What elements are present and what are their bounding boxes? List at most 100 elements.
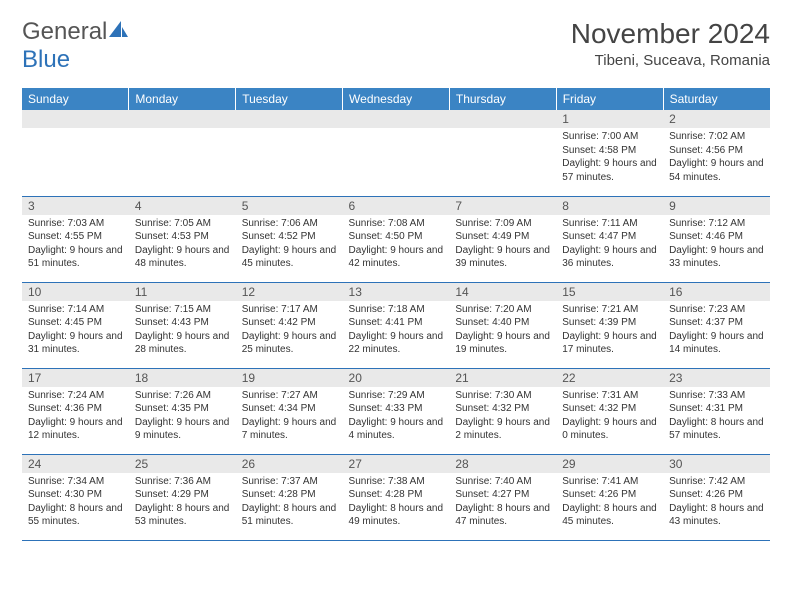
logo: GeneralBlue (22, 18, 129, 74)
day-content: Sunrise: 7:08 AMSunset: 4:50 PMDaylight:… (343, 215, 450, 275)
day-number: 14 (449, 283, 556, 301)
day-number: 4 (129, 197, 236, 215)
calendar-day-cell: 24Sunrise: 7:34 AMSunset: 4:30 PMDayligh… (22, 454, 129, 540)
day-number: 23 (663, 369, 770, 387)
day-content: Sunrise: 7:02 AMSunset: 4:56 PMDaylight:… (663, 128, 770, 188)
day-number: 18 (129, 369, 236, 387)
day-number: 13 (343, 283, 450, 301)
logo-word-blue: Blue (22, 46, 70, 73)
day-number: 17 (22, 369, 129, 387)
day-content: Sunrise: 7:23 AMSunset: 4:37 PMDaylight:… (663, 301, 770, 361)
calendar-day-cell: 12Sunrise: 7:17 AMSunset: 4:42 PMDayligh… (236, 282, 343, 368)
day-number: 12 (236, 283, 343, 301)
logo-text: GeneralBlue (22, 18, 129, 74)
day-number: 6 (343, 197, 450, 215)
calendar-day-cell: 20Sunrise: 7:29 AMSunset: 4:33 PMDayligh… (343, 368, 450, 454)
calendar-day-cell: 29Sunrise: 7:41 AMSunset: 4:26 PMDayligh… (556, 454, 663, 540)
day-content: Sunrise: 7:18 AMSunset: 4:41 PMDaylight:… (343, 301, 450, 361)
day-content: Sunrise: 7:12 AMSunset: 4:46 PMDaylight:… (663, 215, 770, 275)
day-header: Friday (556, 88, 663, 110)
calendar-day-cell (343, 110, 450, 196)
day-number: 29 (556, 455, 663, 473)
month-title: November 2024 (571, 18, 770, 50)
day-content: Sunrise: 7:14 AMSunset: 4:45 PMDaylight:… (22, 301, 129, 361)
day-content: Sunrise: 7:30 AMSunset: 4:32 PMDaylight:… (449, 387, 556, 447)
day-content: Sunrise: 7:20 AMSunset: 4:40 PMDaylight:… (449, 301, 556, 361)
day-number: 8 (556, 197, 663, 215)
day-header: Saturday (663, 88, 770, 110)
day-number: 15 (556, 283, 663, 301)
title-block: November 2024 Tibeni, Suceava, Romania (571, 18, 770, 69)
day-number: 30 (663, 455, 770, 473)
calendar-day-cell: 21Sunrise: 7:30 AMSunset: 4:32 PMDayligh… (449, 368, 556, 454)
day-content: Sunrise: 7:11 AMSunset: 4:47 PMDaylight:… (556, 215, 663, 275)
calendar-day-cell: 6Sunrise: 7:08 AMSunset: 4:50 PMDaylight… (343, 196, 450, 282)
day-number (129, 110, 236, 128)
day-content: Sunrise: 7:26 AMSunset: 4:35 PMDaylight:… (129, 387, 236, 447)
calendar-day-cell: 27Sunrise: 7:38 AMSunset: 4:28 PMDayligh… (343, 454, 450, 540)
day-header: Thursday (449, 88, 556, 110)
day-content: Sunrise: 7:17 AMSunset: 4:42 PMDaylight:… (236, 301, 343, 361)
day-content: Sunrise: 7:38 AMSunset: 4:28 PMDaylight:… (343, 473, 450, 533)
day-header: Wednesday (343, 88, 450, 110)
calendar-day-cell: 25Sunrise: 7:36 AMSunset: 4:29 PMDayligh… (129, 454, 236, 540)
day-header: Monday (129, 88, 236, 110)
day-number (22, 110, 129, 128)
day-content: Sunrise: 7:42 AMSunset: 4:26 PMDaylight:… (663, 473, 770, 533)
day-number: 24 (22, 455, 129, 473)
calendar-day-cell (449, 110, 556, 196)
day-number: 22 (556, 369, 663, 387)
day-content: Sunrise: 7:15 AMSunset: 4:43 PMDaylight:… (129, 301, 236, 361)
calendar-week-row: 17Sunrise: 7:24 AMSunset: 4:36 PMDayligh… (22, 368, 770, 454)
day-number: 2 (663, 110, 770, 128)
calendar-day-cell: 3Sunrise: 7:03 AMSunset: 4:55 PMDaylight… (22, 196, 129, 282)
calendar-day-cell: 19Sunrise: 7:27 AMSunset: 4:34 PMDayligh… (236, 368, 343, 454)
day-content: Sunrise: 7:34 AMSunset: 4:30 PMDaylight:… (22, 473, 129, 533)
day-header: Sunday (22, 88, 129, 110)
day-content: Sunrise: 7:33 AMSunset: 4:31 PMDaylight:… (663, 387, 770, 447)
day-content: Sunrise: 7:40 AMSunset: 4:27 PMDaylight:… (449, 473, 556, 533)
calendar-day-cell: 5Sunrise: 7:06 AMSunset: 4:52 PMDaylight… (236, 196, 343, 282)
logo-word-general: General (22, 18, 107, 45)
calendar-head: SundayMondayTuesdayWednesdayThursdayFrid… (22, 88, 770, 110)
day-content: Sunrise: 7:37 AMSunset: 4:28 PMDaylight:… (236, 473, 343, 533)
day-number: 25 (129, 455, 236, 473)
calendar-day-cell: 15Sunrise: 7:21 AMSunset: 4:39 PMDayligh… (556, 282, 663, 368)
day-header: Tuesday (236, 88, 343, 110)
day-number: 28 (449, 455, 556, 473)
day-number (343, 110, 450, 128)
calendar-week-row: 3Sunrise: 7:03 AMSunset: 4:55 PMDaylight… (22, 196, 770, 282)
calendar-day-cell: 14Sunrise: 7:20 AMSunset: 4:40 PMDayligh… (449, 282, 556, 368)
day-content: Sunrise: 7:09 AMSunset: 4:49 PMDaylight:… (449, 215, 556, 275)
calendar-day-cell: 26Sunrise: 7:37 AMSunset: 4:28 PMDayligh… (236, 454, 343, 540)
calendar-day-cell: 16Sunrise: 7:23 AMSunset: 4:37 PMDayligh… (663, 282, 770, 368)
day-number: 11 (129, 283, 236, 301)
calendar-day-cell: 4Sunrise: 7:05 AMSunset: 4:53 PMDaylight… (129, 196, 236, 282)
day-content: Sunrise: 7:00 AMSunset: 4:58 PMDaylight:… (556, 128, 663, 188)
calendar-day-cell: 30Sunrise: 7:42 AMSunset: 4:26 PMDayligh… (663, 454, 770, 540)
day-content: Sunrise: 7:05 AMSunset: 4:53 PMDaylight:… (129, 215, 236, 275)
calendar-week-row: 24Sunrise: 7:34 AMSunset: 4:30 PMDayligh… (22, 454, 770, 540)
day-number: 7 (449, 197, 556, 215)
calendar-table: SundayMondayTuesdayWednesdayThursdayFrid… (22, 88, 770, 541)
calendar-body: 1Sunrise: 7:00 AMSunset: 4:58 PMDaylight… (22, 110, 770, 540)
day-content: Sunrise: 7:06 AMSunset: 4:52 PMDaylight:… (236, 215, 343, 275)
calendar-day-cell: 23Sunrise: 7:33 AMSunset: 4:31 PMDayligh… (663, 368, 770, 454)
day-number: 1 (556, 110, 663, 128)
day-number: 26 (236, 455, 343, 473)
day-number: 27 (343, 455, 450, 473)
calendar-day-cell: 10Sunrise: 7:14 AMSunset: 4:45 PMDayligh… (22, 282, 129, 368)
day-number: 16 (663, 283, 770, 301)
calendar-day-cell: 17Sunrise: 7:24 AMSunset: 4:36 PMDayligh… (22, 368, 129, 454)
day-content: Sunrise: 7:27 AMSunset: 4:34 PMDaylight:… (236, 387, 343, 447)
day-number: 5 (236, 197, 343, 215)
day-content: Sunrise: 7:24 AMSunset: 4:36 PMDaylight:… (22, 387, 129, 447)
day-number: 3 (22, 197, 129, 215)
day-content: Sunrise: 7:29 AMSunset: 4:33 PMDaylight:… (343, 387, 450, 447)
calendar-day-cell: 13Sunrise: 7:18 AMSunset: 4:41 PMDayligh… (343, 282, 450, 368)
calendar-day-cell: 11Sunrise: 7:15 AMSunset: 4:43 PMDayligh… (129, 282, 236, 368)
calendar-day-cell: 1Sunrise: 7:00 AMSunset: 4:58 PMDaylight… (556, 110, 663, 196)
day-number (236, 110, 343, 128)
day-number: 21 (449, 369, 556, 387)
calendar-day-cell (129, 110, 236, 196)
